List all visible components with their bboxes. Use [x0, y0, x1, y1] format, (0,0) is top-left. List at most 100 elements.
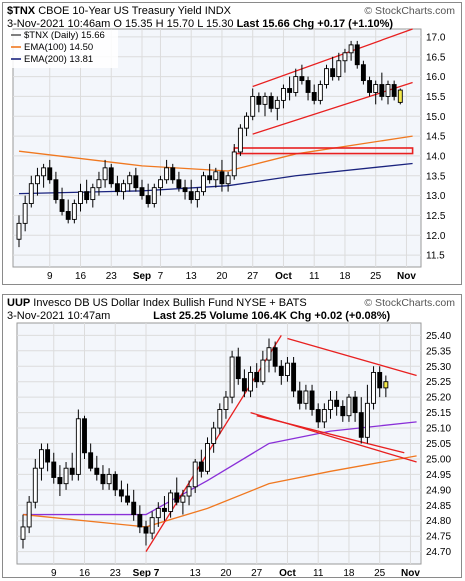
- uup-volume: Volume 106.4K: [209, 310, 287, 322]
- uup-candle-body: [125, 495, 131, 503]
- uup-xtick-label: 18: [343, 568, 355, 577]
- tnx-candle-body: [342, 52, 348, 62]
- uup-candle-body: [94, 467, 100, 475]
- uup-candle-body: [174, 492, 180, 503]
- uup-ytick-label: 25.40: [426, 331, 451, 342]
- tnx-candle-body: [65, 211, 71, 220]
- tnx-candle-body: [281, 88, 286, 101]
- tnx-candle-body: [96, 179, 102, 189]
- tnx-ytick-label: 15.0: [426, 112, 446, 123]
- tnx-legend: [8, 30, 118, 68]
- tnx-candle-body: [41, 167, 47, 177]
- uup-candle-body: [57, 477, 63, 485]
- uup-exchange: NYSE + BATS: [236, 297, 307, 309]
- tnx-name: CBOE 10-Year US Treasury Yield: [38, 5, 202, 17]
- uup-ytick-label: 25.25: [426, 377, 451, 388]
- uup-candle-body: [26, 501, 32, 528]
- uup-chart-svg: 24.70 24.75 24.80 24.85 24.90 24.95 25.00 25.05…: [16, 322, 451, 577]
- uup-header-line1: UUP Invesco DB US Dollar Index Bullish F…: [7, 297, 307, 309]
- tnx-candle-body: [59, 199, 65, 212]
- uup-candle-body: [346, 396, 352, 417]
- uup-candle-body: [328, 399, 333, 410]
- uup-xtick-label: 16: [79, 568, 91, 577]
- tnx-xtick-label: Sep: [133, 271, 151, 282]
- uup-ema50-line: [23, 421, 417, 516]
- tnx-ytick-label: 14.5: [426, 132, 446, 143]
- uup-candle-body: [272, 347, 278, 367]
- tnx-candle-body: [311, 92, 317, 101]
- tnx-date: 3-Nov-2021 10:46am: [7, 18, 111, 30]
- uup-ema100-line: [22, 455, 417, 528]
- uup-candle-body: [352, 396, 358, 414]
- tnx-open: O 15.35: [113, 18, 153, 30]
- uup-candle-body: [229, 356, 235, 398]
- uup-candle-body: [303, 390, 309, 404]
- uup-candle-body: [321, 409, 327, 423]
- tnx-candle-body: [244, 115, 250, 129]
- tnx-candle-body: [330, 68, 336, 78]
- uup-candle-body: [149, 517, 155, 534]
- tnx-candle-body: [90, 187, 96, 201]
- tnx-ytick-label: 16.5: [426, 52, 446, 63]
- uup-candle-body: [223, 396, 229, 410]
- uup-symbol: UUP: [7, 297, 31, 309]
- tnx-watermark: © StockCharts.com: [364, 5, 455, 17]
- tnx-header-line1: $TNX CBOE 10-Year US Treasury Yield INDX: [7, 5, 231, 17]
- uup-ytick-label: 24.75: [426, 532, 451, 543]
- uup-candle-body: [88, 452, 94, 469]
- tnx-legend-label: EMA(200) 13.81: [24, 54, 93, 65]
- uup-xtick-label: Sep 7: [133, 568, 160, 577]
- uup-ytick-label: 24.95: [426, 470, 451, 481]
- tnx-xtick-label: 7: [158, 271, 164, 282]
- uup-candle-body: [248, 371, 254, 392]
- tnx-candle-body: [354, 44, 360, 66]
- uup-candle-body: [211, 427, 217, 444]
- tnx-candle-body: [213, 171, 219, 181]
- tnx-candle-body: [182, 187, 188, 193]
- tnx-ytick-label: 13.0: [426, 191, 446, 202]
- tnx-candle-body: [367, 80, 372, 93]
- tnx-candle-body: [28, 183, 34, 204]
- tnx-candle-body: [108, 167, 114, 185]
- uup-candle-body: [205, 443, 210, 472]
- uup-xtick-label: 9: [51, 568, 57, 577]
- uup-header-line2: 3-Nov-2021 10:47am Last 25.25 Volume 106…: [7, 310, 390, 322]
- tnx-candle-body: [231, 151, 237, 177]
- tnx-candle-body: [262, 95, 268, 105]
- tnx-symbol: $TNX: [7, 5, 36, 17]
- tnx-candle-body: [299, 76, 305, 82]
- tnx-candle-body: [336, 60, 342, 78]
- uup-candle-body: [161, 507, 167, 512]
- tnx-candle-body: [139, 187, 145, 197]
- uup-candle-body: [112, 473, 118, 491]
- tnx-candle-body: [250, 95, 256, 117]
- tnx-candle-body: [47, 167, 53, 181]
- uup-candle-body: [383, 381, 389, 389]
- tnx-candle-body: [164, 167, 170, 181]
- uup-candle-body: [217, 409, 223, 429]
- tnx-candle-body: [385, 84, 391, 97]
- uup-candle-body: [75, 418, 81, 475]
- tnx-xtick-label: Oct: [275, 271, 292, 282]
- tnx-candle-body: [225, 175, 231, 185]
- tnx-candle-body: [373, 84, 379, 93]
- tnx-candle-body: [360, 64, 366, 82]
- uup-xtick-label: 25: [374, 568, 386, 577]
- uup-candle-body: [155, 507, 161, 519]
- uup-ytick-label: 25.00: [426, 454, 451, 465]
- uup-watermark: © StockCharts.com: [364, 297, 455, 309]
- tnx-candle-body: [379, 84, 385, 97]
- uup-ytick-label: 25.15: [426, 408, 451, 419]
- tnx-ytick-label: 12.0: [426, 231, 446, 242]
- uup-candle-body: [358, 412, 364, 438]
- uup-wedge-upper-line: [287, 337, 417, 377]
- tnx-candle-body: [22, 203, 28, 224]
- uup-candle-body: [291, 362, 297, 392]
- tnx-xtick-label: 9: [47, 271, 53, 282]
- uup-candle-body: [45, 449, 51, 463]
- tnx-candle-body: [237, 127, 243, 153]
- tnx-ytick-label: 14.0: [426, 151, 446, 162]
- tnx-ytick-label: 15.5: [426, 92, 446, 103]
- uup-candle-body: [63, 467, 69, 485]
- tnx-xtick-label: 20: [216, 271, 228, 282]
